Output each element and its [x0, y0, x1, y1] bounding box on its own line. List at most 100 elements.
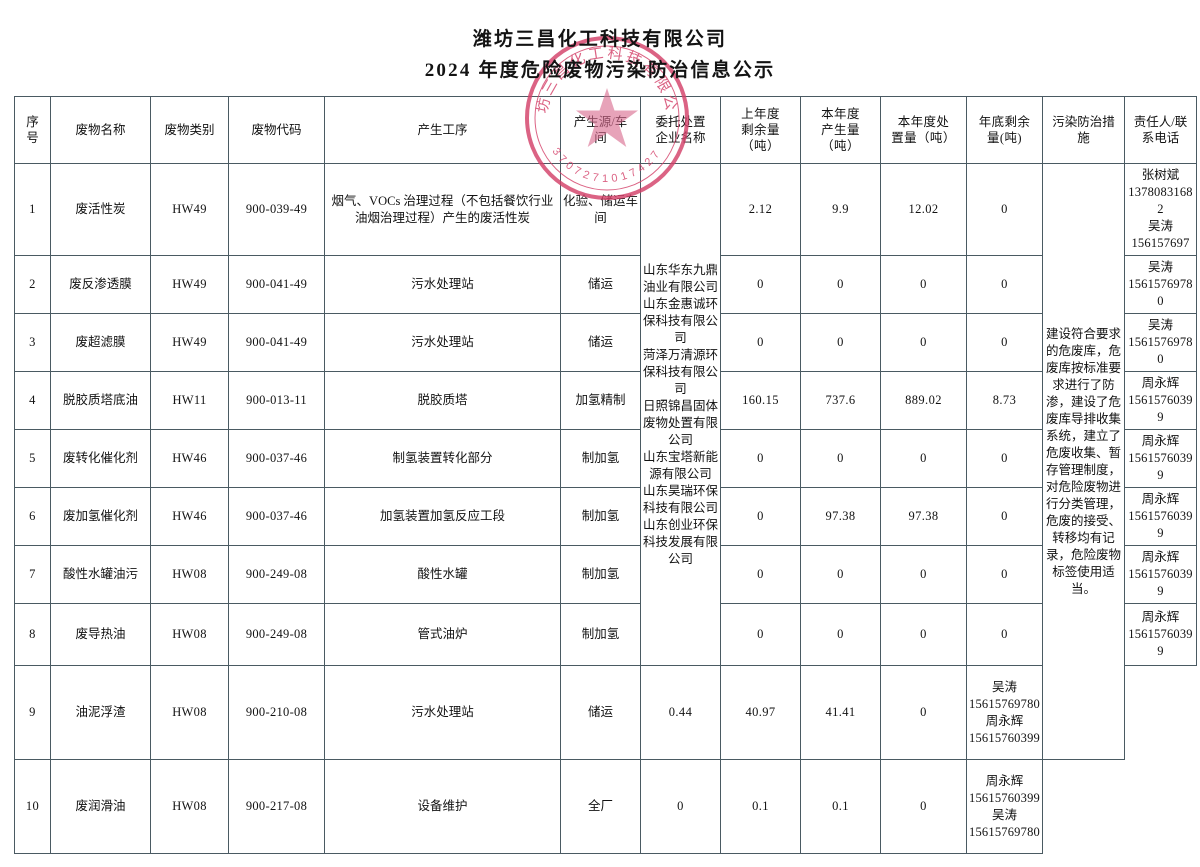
entrusted-company-name: 山东昊瑞环保科技有限公司	[643, 483, 719, 515]
header-year-end-remaining: 年底剩余 量(吨)	[966, 96, 1043, 164]
table-row: 7 酸性水罐油污 HW08 900-249-08 酸性水罐 制加氢 0 0 0 …	[14, 545, 1197, 604]
responsible-person-name: 周永辉	[1141, 610, 1180, 624]
responsible-person-phone: 15615769780	[969, 696, 1040, 711]
responsible-person-phone: 15615769780	[1128, 277, 1193, 308]
cell-waste-category: HW49	[150, 163, 229, 256]
cell-year-end-remaining: 0	[966, 255, 1043, 314]
cell-process: 脱胶质塔	[324, 371, 561, 430]
table-header-row: 序 号 废物名称 废物类别 废物代码 产生工序 产生源/车 间 委托处置 企业名…	[14, 96, 1197, 164]
cell-waste-code: 900-249-08	[228, 603, 325, 666]
cell-responsible: 周永辉 15615760399	[1124, 371, 1197, 430]
cell-prev-year-remaining: 2.12	[720, 163, 801, 256]
cell-source: 制加氢	[560, 429, 641, 488]
header-waste-code: 废物代码	[228, 96, 325, 164]
cell-year-end-remaining: 0	[966, 603, 1043, 666]
header-waste-category: 废物类别	[150, 96, 229, 164]
cell-current-year-disposed: 0	[880, 603, 967, 666]
cell-entrusted-companies: 山东华东九鼎油业有限公司 山东金惠诚环保科技有限公司 菏泽万清源环保科技有限公司 日照…	[640, 163, 721, 666]
cell-waste-name: 脱胶质塔底油	[50, 371, 151, 430]
cell-current-year-generated: 0	[800, 313, 881, 372]
cell-waste-category: HW46	[150, 429, 229, 488]
cell-responsible: 吴涛 15615769780	[1124, 313, 1197, 372]
cell-responsible: 周永辉 15615760399 吴涛 15615769780	[966, 759, 1043, 854]
cell-current-year-disposed: 0	[880, 545, 967, 604]
responsible-person-phone: 15615760399	[1128, 509, 1193, 540]
cell-responsible: 吴涛 15615769780 周永辉 15615760399	[966, 665, 1043, 760]
cell-waste-name: 废超滤膜	[50, 313, 151, 372]
cell-responsible: 吴涛 15615769780	[1124, 255, 1197, 314]
table-row: 2 废反渗透膜 HW49 900-041-49 污水处理站 储运 0 0 0 0…	[14, 255, 1197, 314]
cell-index: 2	[14, 255, 51, 314]
cell-current-year-generated: 9.9	[800, 163, 881, 256]
cell-current-year-generated: 737.6	[800, 371, 881, 430]
cell-waste-code: 900-041-49	[228, 313, 325, 372]
cell-prev-year-remaining: 0	[720, 429, 801, 488]
cell-process: 设备维护	[324, 759, 561, 854]
cell-process: 酸性水罐	[324, 545, 561, 604]
cell-process: 污水处理站	[324, 255, 561, 314]
table-row: 10 废润滑油 HW08 900-217-08 设备维护 全厂 0 0.1 0.…	[14, 759, 1197, 854]
responsible-person-phone: 15615760399	[1128, 567, 1193, 598]
cell-pollution-measures: 建设符合要求的危废库，危废库按标准要求进行了防渗，建设了危废库导排收集系统，建立…	[1042, 163, 1125, 760]
table-row: 8 废导热油 HW08 900-249-08 管式油炉 制加氢 0 0 0 0 …	[14, 603, 1197, 666]
responsible-person-phone: 15615760399	[969, 730, 1040, 745]
cell-index: 4	[14, 371, 51, 430]
cell-current-year-disposed: 0.1	[800, 759, 881, 854]
cell-index: 9	[14, 665, 51, 760]
cell-current-year-disposed: 97.38	[880, 487, 967, 546]
cell-index: 7	[14, 545, 51, 604]
table-row: 1 废活性炭 HW49 900-039-49 烟气、VOCs 治理过程（不包括餐…	[14, 163, 1197, 760]
cell-waste-code: 900-217-08	[228, 759, 325, 854]
table-row: 4 脱胶质塔底油 HW11 900-013-11 脱胶质塔 加氢精制 160.1…	[14, 371, 1197, 430]
cell-source: 储运	[560, 665, 641, 760]
table-body: 1 废活性炭 HW49 900-039-49 烟气、VOCs 治理过程（不包括餐…	[14, 163, 1197, 854]
cell-index: 5	[14, 429, 51, 488]
document-title: 潍坊三昌化工科技有限公司 2024 年度危险废物污染防治信息公示	[14, 24, 1186, 86]
responsible-person-phone: 15615760399	[1128, 451, 1193, 482]
cell-index: 8	[14, 603, 51, 666]
cell-year-end-remaining: 0	[966, 429, 1043, 488]
cell-current-year-disposed: 0	[880, 429, 967, 488]
responsible-person-phone: 15615769780	[1128, 335, 1193, 366]
header-current-year-disposed: 本年度处 置量（吨）	[880, 96, 967, 164]
hazardous-waste-table: 序 号 废物名称 废物类别 废物代码 产生工序 产生源/车 间 委托处置 企业名…	[14, 96, 1197, 854]
cell-year-end-remaining: 0	[880, 665, 967, 760]
responsible-person-phone: 15615760399	[969, 790, 1040, 805]
entrusted-company-name: 日照锦昌固体废物处置有限公司	[643, 398, 719, 447]
cell-year-end-remaining: 0	[966, 545, 1043, 604]
cell-current-year-generated: 0	[800, 429, 881, 488]
responsible-person-name: 周永辉	[1141, 492, 1180, 506]
title-company-name: 潍坊三昌化工科技有限公司	[472, 29, 728, 50]
cell-source: 制加氢	[560, 545, 641, 604]
responsible-person-name: 张树斌	[1141, 168, 1180, 182]
cell-prev-year-remaining: 0	[720, 545, 801, 604]
cell-index: 6	[14, 487, 51, 546]
table-row: 9 油泥浮渣 HW08 900-210-08 污水处理站 储运 0.44 40.…	[14, 665, 1197, 760]
cell-waste-code: 900-037-46	[228, 429, 325, 488]
header-entrusted-company: 委托处置 企业名称	[640, 96, 721, 164]
cell-waste-category: HW08	[150, 603, 229, 666]
cell-index: 3	[14, 313, 51, 372]
responsible-person-name: 周永辉	[1141, 550, 1180, 564]
cell-prev-year-remaining: 0	[720, 255, 801, 314]
cell-current-year-disposed: 0	[880, 255, 967, 314]
cell-source: 制加氢	[560, 487, 641, 546]
cell-year-end-remaining: 0	[966, 313, 1043, 372]
cell-current-year-generated: 0.1	[720, 759, 801, 854]
responsible-person-phone: 15615760399	[1128, 393, 1193, 424]
cell-waste-name: 废加氢催化剂	[50, 487, 151, 546]
cell-prev-year-remaining: 0	[720, 603, 801, 666]
cell-current-year-generated: 97.38	[800, 487, 881, 546]
cell-waste-code: 900-249-08	[228, 545, 325, 604]
cell-current-year-disposed: 0	[880, 313, 967, 372]
responsible-person-name: 周永辉	[985, 713, 1024, 728]
responsible-person-name: 周永辉	[985, 773, 1024, 788]
cell-prev-year-remaining: 0	[640, 759, 721, 854]
cell-source: 制加氢	[560, 603, 641, 666]
table-row: 6 废加氢催化剂 HW46 900-037-46 加氢装置加氢反应工段 制加氢 …	[14, 487, 1197, 546]
cell-current-year-generated: 0	[800, 255, 881, 314]
table-row: 3 废超滤膜 HW49 900-041-49 污水处理站 储运 0 0 0 0 …	[14, 313, 1197, 372]
header-prev-year-remaining: 上年度 剩余量 （吨）	[720, 96, 801, 164]
cell-current-year-disposed: 889.02	[880, 371, 967, 430]
cell-process: 污水处理站	[324, 313, 561, 372]
